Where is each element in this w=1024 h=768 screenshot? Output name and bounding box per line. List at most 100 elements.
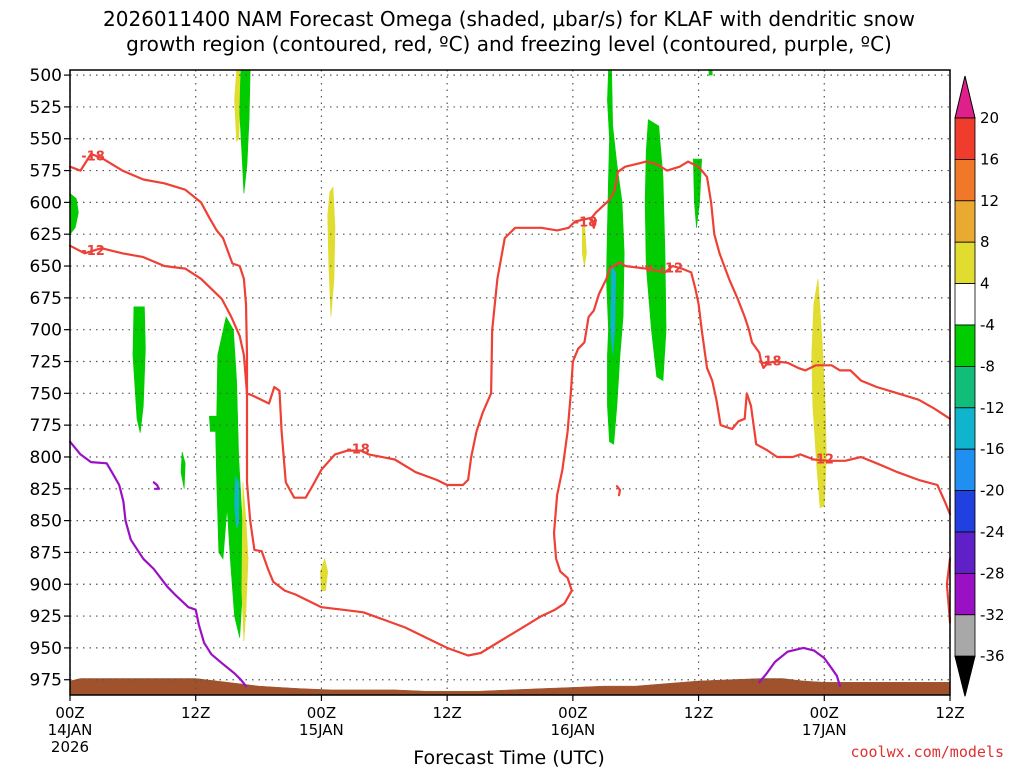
y-tick-label-775: 775 bbox=[30, 416, 62, 436]
omega-region-g3 bbox=[132, 306, 146, 433]
y-tick-label-525: 525 bbox=[30, 98, 62, 118]
x-tick-label-36: 12Z bbox=[432, 704, 461, 722]
x-tick-label-72: 00Z 17JAN bbox=[802, 704, 847, 739]
x-axis-time: 00Z 14JAN 2026 12Z 00Z 15JAN 12Z 00Z 16JAN 12Z 00Z… bbox=[48, 695, 965, 756]
colorbar-tick-11: -28 bbox=[980, 564, 1005, 582]
contour-label-6: -12 bbox=[810, 453, 834, 468]
chart-title-line-1: 2026011400 NAM Forecast Omega (shaded, μ… bbox=[103, 7, 915, 31]
omega-region-g4 bbox=[208, 316, 244, 638]
y-tick-label-625: 625 bbox=[30, 225, 62, 245]
red-contour-3 bbox=[590, 217, 598, 229]
chart-title-line-2: growth region (contoured, red, ºC) and f… bbox=[126, 32, 892, 56]
omega-region-g7 bbox=[644, 119, 667, 382]
contour-label-3: -18 bbox=[574, 216, 598, 231]
omega-region-y2 bbox=[327, 186, 336, 317]
x-axis-label: Forecast Time (UTC) bbox=[413, 747, 604, 768]
colorbar-tick-5: -4 bbox=[980, 316, 995, 334]
red-contour-0 bbox=[68, 152, 952, 499]
purple-contour-0 bbox=[68, 440, 248, 688]
colorbar-bin-12 bbox=[954, 573, 976, 616]
omega-region-y4 bbox=[320, 557, 329, 591]
y-tick-label-750: 750 bbox=[30, 384, 62, 404]
contour-label-5: -18 bbox=[758, 354, 782, 369]
omega-region-g5 bbox=[180, 451, 186, 489]
freezing-level-contours bbox=[68, 440, 842, 688]
colorbar-bin-10 bbox=[954, 490, 976, 533]
colorbar-tick-9: -20 bbox=[980, 482, 1005, 500]
omega-region-y6 bbox=[811, 278, 827, 509]
red-contour-1 bbox=[68, 244, 952, 657]
y-tick-label-550: 550 bbox=[30, 130, 62, 150]
y-tick-label-850: 850 bbox=[30, 512, 62, 532]
colorbar-tick-8: -16 bbox=[980, 440, 1005, 458]
colorbar-bin-13 bbox=[954, 614, 976, 657]
omega-region-y5 bbox=[581, 221, 587, 267]
y-axis-pressure: 500 525 550 575 600 625 650 675 700 725 750 775 800 8… bbox=[30, 66, 70, 691]
colorbar-bin-11 bbox=[954, 531, 976, 574]
colorbar-arrow-bottom bbox=[954, 655, 976, 697]
omega-region-g1 bbox=[69, 192, 79, 236]
ground-terrain bbox=[69, 678, 951, 696]
y-tick-label-950: 950 bbox=[30, 639, 62, 659]
y-tick-label-875: 875 bbox=[30, 543, 62, 563]
colorbar-bin-3 bbox=[954, 200, 976, 243]
colorbar-bin-6 bbox=[954, 324, 976, 367]
omega-region-y3 bbox=[241, 482, 249, 642]
y-tick-label-800: 800 bbox=[30, 448, 62, 468]
omega-region-g9 bbox=[708, 69, 713, 76]
y-tick-label-825: 825 bbox=[30, 480, 62, 500]
omega-region-g2 bbox=[239, 69, 251, 194]
y-tick-label-725: 725 bbox=[30, 352, 62, 372]
omega-colorbar: 20 16 12 8 4 -4 -8 -12 -16 -20 -24 -28 -32 -36 bbox=[954, 75, 1005, 697]
omega-region-t1 bbox=[234, 474, 239, 529]
contour-label-4: -12 bbox=[660, 262, 684, 277]
omega-region-g8 bbox=[692, 158, 703, 228]
colorbar-tick-1: 16 bbox=[980, 150, 999, 168]
colorbar-bin-1 bbox=[954, 117, 976, 160]
colorbar-bin-7 bbox=[954, 365, 976, 409]
y-tick-label-575: 575 bbox=[30, 162, 62, 182]
colorbar-tick-2: 12 bbox=[980, 192, 999, 210]
y-tick-label-600: 600 bbox=[30, 193, 62, 213]
colorbar-tick-10: -24 bbox=[980, 523, 1005, 541]
colorbar-tick-6: -8 bbox=[980, 357, 995, 375]
colorbar-bin-8 bbox=[954, 407, 976, 450]
colorbar-tick-4: 4 bbox=[980, 275, 990, 293]
y-tick-label-650: 650 bbox=[30, 257, 62, 277]
contour-label-2: -18 bbox=[346, 442, 370, 457]
x-tick-label-12: 12Z bbox=[181, 704, 210, 722]
red-contour-4 bbox=[760, 361, 768, 369]
contour-label-0: -18 bbox=[81, 150, 105, 165]
x-tick-label-84: 12Z bbox=[935, 704, 964, 722]
credit-text: coolwx.com/models bbox=[850, 743, 1004, 761]
y-tick-label-900: 900 bbox=[30, 575, 62, 595]
colorbar-tick-3: 8 bbox=[980, 233, 990, 251]
colorbar-bin-2 bbox=[954, 158, 976, 202]
y-tick-label-500: 500 bbox=[30, 66, 62, 86]
x-tick-label-0: 00Z 14JAN 2026 bbox=[48, 704, 93, 756]
colorbar-bin-5 bbox=[954, 283, 976, 326]
red-contour-5 bbox=[645, 264, 653, 273]
purple-contour-1 bbox=[152, 481, 161, 490]
colorbar-tick-12: -32 bbox=[980, 606, 1005, 624]
ground-terrain-layer bbox=[69, 678, 951, 696]
colorbar-bin-9 bbox=[954, 448, 976, 492]
colorbar-tick-7: -12 bbox=[980, 399, 1005, 417]
omega-region-g6 bbox=[606, 69, 625, 445]
plot-frame bbox=[69, 69, 951, 696]
red-contour-6 bbox=[615, 485, 622, 497]
x-tick-label-48: 00Z 16JAN bbox=[550, 704, 595, 739]
omega-region-t2 bbox=[610, 265, 617, 356]
purple-contour-2 bbox=[758, 646, 842, 688]
colorbar-arrow-top bbox=[954, 75, 976, 119]
y-tick-label-700: 700 bbox=[30, 321, 62, 341]
y-tick-label-975: 975 bbox=[30, 671, 62, 691]
colorbar-tick-13: -36 bbox=[980, 647, 1005, 665]
colorbar-tick-0: 20 bbox=[980, 109, 999, 127]
y-tick-label-925: 925 bbox=[30, 607, 62, 627]
contour-labels: -18 -12 -18 -18 -12 -18 -12 bbox=[81, 150, 834, 468]
colorbar-bin-4 bbox=[954, 241, 976, 284]
y-tick-label-675: 675 bbox=[30, 289, 62, 309]
contour-label-1: -12 bbox=[81, 244, 105, 259]
